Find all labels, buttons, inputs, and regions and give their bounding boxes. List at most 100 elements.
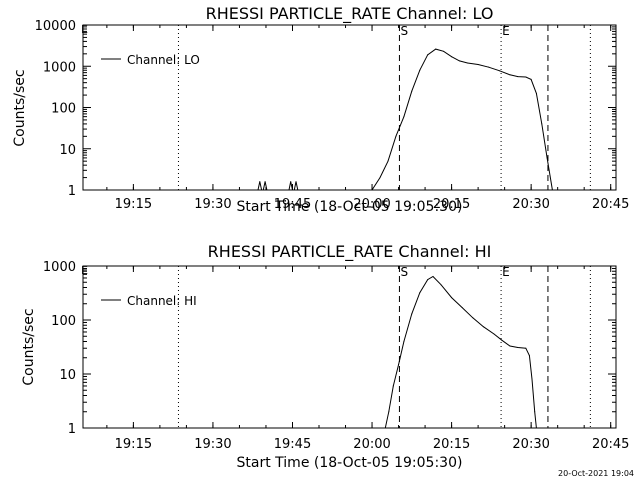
legend-label: Channel: HI [127,294,197,308]
data-point [379,177,381,179]
data-point [541,123,543,125]
data-point [290,181,292,183]
x-tick-label: 19:45 [274,437,311,452]
data-point [387,160,389,162]
data-point [451,297,453,299]
event-marker-label: E [502,24,510,38]
data-point [403,116,405,118]
data-point [259,181,261,183]
data-point [488,66,490,68]
data-point [517,346,519,348]
data-point [291,189,293,191]
data-point [295,181,297,183]
data-point [525,347,527,349]
data-point [388,411,390,413]
series-line [257,48,553,191]
data-point [493,333,495,335]
x-tick-label: 19:30 [194,197,231,212]
event-marker-label: S [400,265,408,279]
data-point [435,48,437,50]
data-point [403,340,405,342]
y-axis-label: Counts/sec [21,308,37,385]
data-point [411,313,413,315]
data-point [534,411,536,413]
data-point [525,76,527,78]
data-point [398,363,400,365]
data-point [509,345,511,347]
y-tick-label: 100 [51,314,76,329]
y-tick-label: 10 [59,368,76,383]
legend-label: Channel: LO [127,53,200,67]
data-point [297,189,299,191]
data-point [411,90,413,92]
data-point [531,378,533,380]
chart-title: RHESSI PARTICLE_RATE Channel: LO [206,4,494,24]
y-tick-label: 1000 [43,260,76,275]
data-point [459,60,461,62]
data-point [482,326,484,328]
left-edge-marker-label: E [81,23,88,36]
data-point [528,355,530,357]
x-tick-label: 20:15 [433,197,470,212]
data-point [261,189,263,191]
data-point [262,189,264,191]
plot-frame [82,265,617,429]
plot-frame [82,24,617,191]
data-point [392,385,394,387]
x-tick-label: 20:15 [433,437,470,452]
data-point [517,76,519,78]
data-point [451,56,453,58]
y-tick-label: 10000 [35,19,76,34]
data-point [477,64,479,66]
data-point [501,339,503,341]
data-point [432,275,434,277]
data-point [535,427,537,429]
x-tick-label: 19:15 [115,437,152,452]
event-marker-label: S [400,24,408,38]
x-tick-label: 20:30 [512,437,549,452]
x-tick-label: 19:30 [194,437,231,452]
data-point [371,189,373,191]
data-point [461,307,463,309]
data-point [467,62,469,64]
data-point [509,74,511,76]
series-line [384,275,537,429]
data-point [427,54,429,56]
data-point [427,279,429,281]
x-tick-label: 20:30 [512,197,549,212]
y-tick-label: 100 [51,102,76,117]
data-point [288,189,290,191]
y-tick-label: 1 [68,422,76,437]
x-tick-label: 19:15 [115,197,152,212]
left-edge-marker-label: E [81,264,88,277]
data-point [440,284,442,286]
y-axis-label: Counts/sec [12,69,28,146]
footer-timestamp: 20-Oct-2021 19:04 [558,469,634,478]
y-tick-label: 1000 [43,60,76,75]
x-tick-label: 19:45 [274,197,311,212]
y-tick-label: 1 [68,184,76,199]
data-point [551,189,553,191]
x-tick-label: 20:45 [592,437,629,452]
data-point [530,78,532,80]
x-tick-label: 20:00 [353,197,390,212]
data-point [419,69,421,71]
x-axis-label: Start Time (18-Oct-05 19:05:30) [237,455,463,471]
data-point [498,70,500,72]
data-point [395,135,397,137]
data-point [384,427,386,429]
data-point [264,181,266,183]
data-point [419,292,421,294]
chart-title: RHESSI PARTICLE_RATE Channel: HI [208,242,492,262]
data-point [535,92,537,94]
x-tick-label: 20:00 [353,437,390,452]
y-tick-label: 10 [59,143,76,158]
event-marker-label: E [502,265,510,279]
data-point [257,189,259,191]
data-point [546,157,548,159]
data-point [293,189,295,191]
data-point [472,317,474,319]
x-tick-label: 20:45 [592,197,629,212]
x-axis-label: Start Time (18-Oct-05 19:05:30) [237,199,463,215]
